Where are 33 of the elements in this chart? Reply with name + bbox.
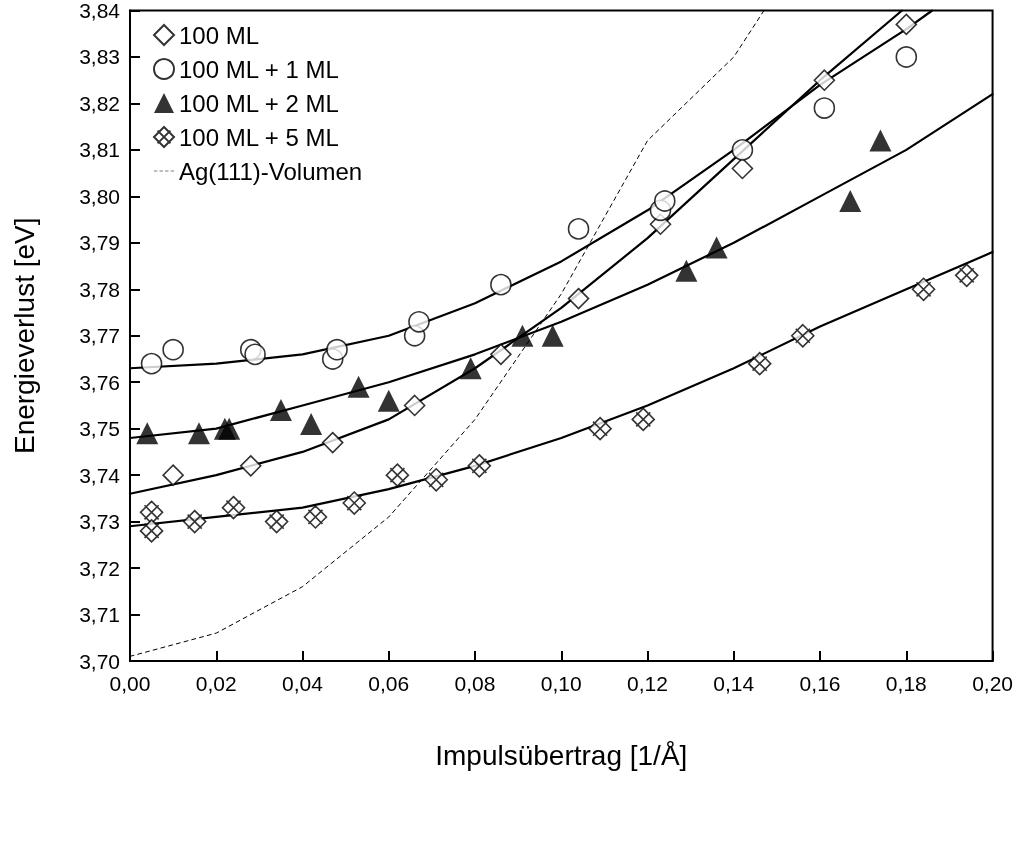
y-tick-label: 3,84: [79, 0, 121, 22]
x-tick-label: 0,06: [368, 672, 410, 695]
x-tick-label: 0,08: [454, 672, 496, 695]
x-axis-title: Impulsübertrag [1/Å]: [435, 739, 688, 771]
x-tick-label: 0,04: [282, 672, 324, 695]
x-tick-label: 0,20: [972, 672, 1013, 695]
legend-label: 100 ML + 5 ML: [179, 123, 339, 151]
legend-label: Ag(111)-Volumen: [179, 157, 363, 185]
x-tick-label: 0,18: [885, 672, 927, 695]
legend-label: 100 ML + 1 ML: [179, 55, 339, 83]
y-tick-label: 3,76: [79, 370, 120, 394]
x-tick-label: 0,16: [799, 672, 841, 695]
y-tick-label: 3,77: [79, 324, 120, 348]
y-tick-label: 3,74: [79, 463, 121, 487]
y-tick-label: 3,75: [79, 417, 120, 441]
x-tick-label: 0,10: [540, 672, 582, 695]
legend-label: 100 ML: [179, 21, 260, 49]
x-tick-label: 0,12: [627, 672, 668, 695]
y-tick-label: 3,82: [79, 91, 120, 115]
y-tick-label: 3,71: [79, 603, 120, 627]
x-tick-label: 0,00: [109, 672, 151, 695]
y-tick-label: 3,73: [79, 510, 120, 534]
y-axis-title: Energieverlust [eV]: [8, 217, 40, 455]
x-tick-label: 0,02: [195, 672, 237, 695]
y-tick-label: 3,72: [79, 556, 120, 580]
y-tick-label: 3,80: [79, 184, 120, 208]
legend-label: 100 ML + 2 ML: [179, 89, 339, 117]
y-tick-label: 3,70: [79, 649, 120, 673]
y-tick-label: 3,81: [79, 138, 120, 162]
y-tick-label: 3,78: [79, 277, 120, 301]
x-tick-label: 0,14: [713, 672, 755, 695]
y-tick-label: 3,83: [79, 45, 120, 69]
y-tick-label: 3,79: [79, 231, 120, 255]
